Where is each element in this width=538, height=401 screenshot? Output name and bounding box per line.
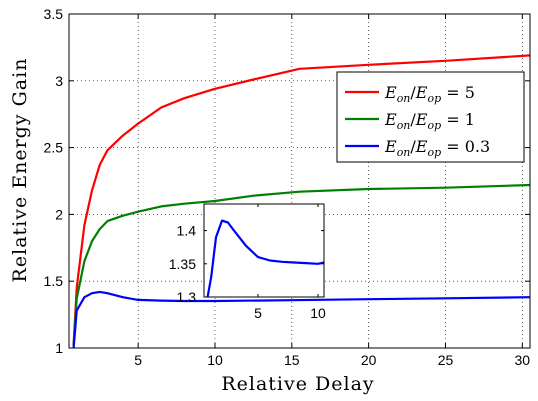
x-tick-label: 10 <box>310 305 326 321</box>
y-tick-label: 3.5 <box>44 6 64 22</box>
legend: Eon/Eop = 5 Eon/Eop = 1 Eon/Eop = 0.3 <box>336 71 525 163</box>
y-tick-label: 2.5 <box>44 140 64 156</box>
x-tick-label: 5 <box>254 305 262 321</box>
y-tick-label: 1.3 <box>177 289 197 305</box>
inset-tick-labels: 5 10 1.3 1.35 1.4 <box>169 223 326 321</box>
main-tick-labels: 5 10 15 20 25 30 1 1.5 2 2.5 3 3.5 <box>44 6 531 368</box>
main-series <box>72 54 531 349</box>
y-tick-label: 1.5 <box>44 273 64 289</box>
x-tick-label: 10 <box>207 352 223 368</box>
x-tick-label: 5 <box>134 352 142 368</box>
inset-series-line-1 <box>206 219 325 298</box>
inset-series <box>206 219 325 298</box>
main-series-line-2 <box>72 183 531 346</box>
inset-ticks <box>204 204 324 298</box>
x-axis-label: Relative Delay <box>221 373 374 395</box>
x-tick-label: 30 <box>515 352 531 368</box>
y-tick-label: 1 <box>55 340 63 356</box>
y-tick-label: 1.35 <box>169 256 196 272</box>
main-ticks <box>69 13 530 349</box>
inset-frame <box>203 203 325 298</box>
y-tick-label: 3 <box>55 73 63 89</box>
main-series-line-1 <box>72 54 531 346</box>
x-tick-label: 25 <box>438 352 454 368</box>
y-tick-label: 2 <box>55 206 63 222</box>
y-tick-label: 1.4 <box>177 223 197 239</box>
inset-axes: 5 10 1.3 1.35 1.4 <box>169 203 326 321</box>
x-tick-label: 15 <box>284 352 300 368</box>
inset-background <box>204 204 324 297</box>
main-series-line-3 <box>72 290 531 349</box>
y-axis-label: Relative Energy Gain <box>9 58 31 283</box>
x-tick-label: 20 <box>361 352 377 368</box>
main-axes-frame <box>68 13 531 349</box>
legend-label-series-3: Eon/Eop = 0.3 <box>384 137 490 159</box>
